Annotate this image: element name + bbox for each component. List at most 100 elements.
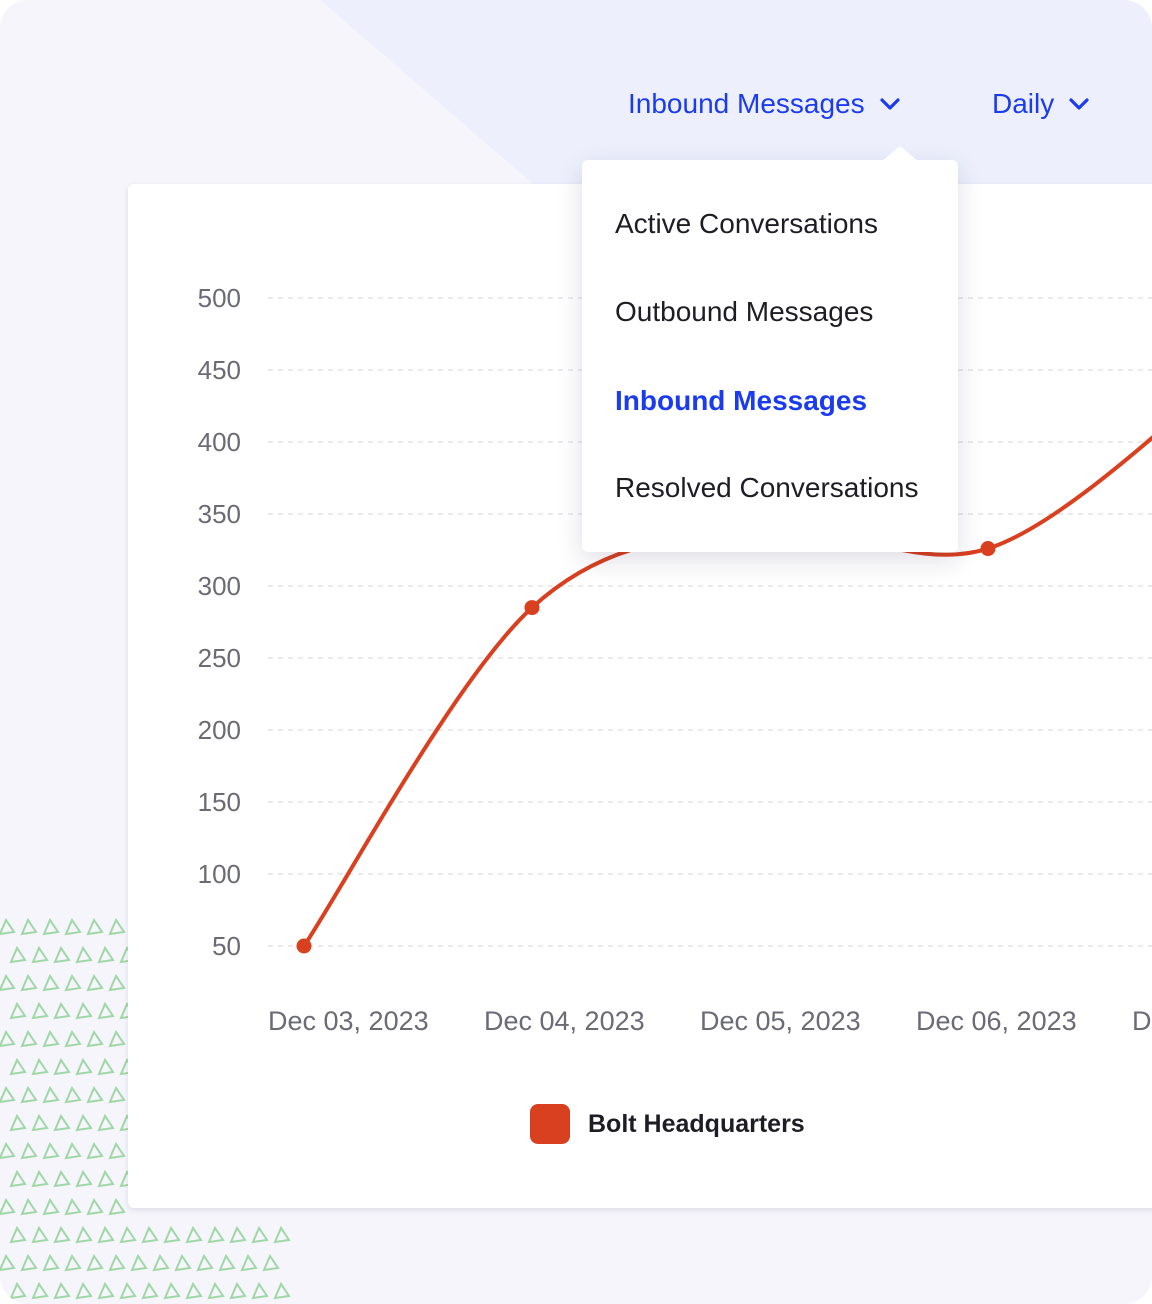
pattern-triangle bbox=[75, 1169, 93, 1188]
pattern-triangle bbox=[20, 1029, 38, 1048]
menu-item-resolved-conversations[interactable]: Resolved Conversations bbox=[615, 472, 919, 503]
pattern-triangle bbox=[20, 973, 38, 992]
data-point bbox=[980, 541, 996, 557]
pattern-triangle bbox=[273, 1281, 291, 1300]
pattern-triangle bbox=[53, 1057, 71, 1076]
y-tick-label: 500 bbox=[198, 283, 241, 313]
pattern-triangle bbox=[185, 1225, 203, 1244]
menu-item-inbound-messages[interactable]: Inbound Messages bbox=[615, 385, 868, 416]
pattern-triangle bbox=[53, 1169, 71, 1188]
period-selector[interactable]: Daily bbox=[992, 84, 1090, 124]
pattern-triangle bbox=[75, 1113, 93, 1132]
chart-legend: Bolt Headquarters bbox=[530, 1104, 805, 1144]
pattern-triangle bbox=[0, 1197, 16, 1216]
pattern-triangle bbox=[163, 1225, 181, 1244]
y-tick-label: 300 bbox=[198, 571, 241, 601]
y-tick-label: 450 bbox=[198, 355, 241, 385]
pattern-triangle bbox=[251, 1281, 269, 1300]
menu-item-outbound-messages[interactable]: Outbound Messages bbox=[615, 296, 874, 327]
pattern-triangle bbox=[42, 1085, 60, 1104]
pattern-triangle bbox=[273, 1225, 291, 1244]
pattern-triangle bbox=[108, 1253, 126, 1272]
pattern-triangle bbox=[9, 1057, 27, 1076]
legend-label[interactable]: Bolt Headquarters bbox=[588, 1109, 805, 1138]
y-tick-label: 400 bbox=[198, 427, 241, 457]
period-selector-label: Daily bbox=[992, 88, 1055, 119]
pattern-triangle bbox=[53, 1281, 71, 1300]
pattern-triangle bbox=[53, 945, 71, 964]
pattern-triangle bbox=[20, 1197, 38, 1216]
pattern-triangle bbox=[207, 1281, 225, 1300]
pattern-triangle bbox=[75, 945, 93, 964]
pattern-triangle bbox=[42, 973, 60, 992]
pattern-triangle bbox=[196, 1253, 214, 1272]
pattern-triangle bbox=[119, 1281, 137, 1300]
pattern-triangle bbox=[262, 1253, 280, 1272]
pattern-triangle bbox=[64, 1141, 82, 1160]
pattern-triangle bbox=[31, 1225, 49, 1244]
pattern-triangle bbox=[9, 1169, 27, 1188]
data-point bbox=[296, 938, 312, 954]
pattern-triangle bbox=[75, 1001, 93, 1020]
pattern-triangle bbox=[31, 1281, 49, 1300]
pattern-triangle bbox=[64, 973, 82, 992]
pattern-triangle bbox=[174, 1253, 192, 1272]
menu-item-active-conversations[interactable]: Active Conversations bbox=[615, 208, 879, 239]
pattern-triangle bbox=[0, 1141, 16, 1160]
pattern-triangle bbox=[97, 1169, 115, 1188]
pattern-triangle bbox=[42, 1141, 60, 1160]
pattern-triangle bbox=[0, 917, 16, 936]
pattern-triangle bbox=[20, 917, 38, 936]
pattern-triangle bbox=[42, 1253, 60, 1272]
chart-card: 50 100 150 200 250 300 350 400 450 500 Dec 03, 202… bbox=[128, 184, 1152, 1208]
pattern-triangle bbox=[64, 917, 82, 936]
pattern-triangle bbox=[9, 1001, 27, 1020]
pattern-triangle bbox=[75, 1281, 93, 1300]
pattern-triangle bbox=[31, 1001, 49, 1020]
pattern-triangle bbox=[20, 1141, 38, 1160]
pattern-triangle bbox=[9, 1281, 27, 1300]
data-point bbox=[524, 600, 540, 616]
y-tick-label: 50 bbox=[212, 931, 241, 961]
pattern-triangle bbox=[42, 1197, 60, 1216]
pattern-triangle bbox=[108, 1029, 126, 1048]
chevron-down-icon bbox=[880, 98, 900, 110]
x-tick-label: Dec 06, 2023 bbox=[916, 1006, 1077, 1036]
chevron-down-icon bbox=[1069, 98, 1089, 110]
pattern-triangle bbox=[0, 1029, 16, 1048]
y-tick-label: 350 bbox=[198, 499, 241, 529]
pattern-triangle bbox=[185, 1281, 203, 1300]
pattern-triangle bbox=[108, 1197, 126, 1216]
pattern-triangle bbox=[108, 917, 126, 936]
x-tick-label: Dec 04, 2023 bbox=[484, 1006, 645, 1036]
pattern-triangle bbox=[42, 917, 60, 936]
pattern-triangle bbox=[53, 1001, 71, 1020]
y-tick-label: 100 bbox=[198, 859, 241, 889]
pattern-triangle bbox=[64, 1085, 82, 1104]
pattern-triangle bbox=[152, 1253, 170, 1272]
line-chart: 50 100 150 200 250 300 350 400 450 500 Dec 03, 202… bbox=[198, 283, 1152, 1036]
pattern-triangle bbox=[20, 1253, 38, 1272]
pattern-triangle bbox=[53, 1225, 71, 1244]
pattern-triangle bbox=[218, 1253, 236, 1272]
pattern-triangle bbox=[163, 1281, 181, 1300]
legend-swatch[interactable] bbox=[530, 1104, 570, 1144]
pattern-triangle bbox=[31, 1057, 49, 1076]
pattern-triangle bbox=[141, 1225, 159, 1244]
pattern-triangle bbox=[86, 973, 104, 992]
pattern-triangle bbox=[64, 1253, 82, 1272]
pattern-triangle bbox=[86, 1029, 104, 1048]
pattern-triangle bbox=[75, 1057, 93, 1076]
triangle-pattern bbox=[0, 917, 291, 1300]
pattern-triangle bbox=[97, 945, 115, 964]
pattern-triangle bbox=[86, 1085, 104, 1104]
pattern-triangle bbox=[20, 1085, 38, 1104]
pattern-triangle bbox=[97, 1281, 115, 1300]
y-tick-label: 150 bbox=[198, 787, 241, 817]
pattern-triangle bbox=[86, 917, 104, 936]
metric-selector[interactable]: Inbound Messages bbox=[628, 84, 901, 124]
x-tick-label: Dec 05, 2023 bbox=[700, 1006, 861, 1036]
pattern-triangle bbox=[64, 1029, 82, 1048]
pattern-triangle bbox=[9, 1225, 27, 1244]
y-tick-label: 200 bbox=[198, 715, 241, 745]
